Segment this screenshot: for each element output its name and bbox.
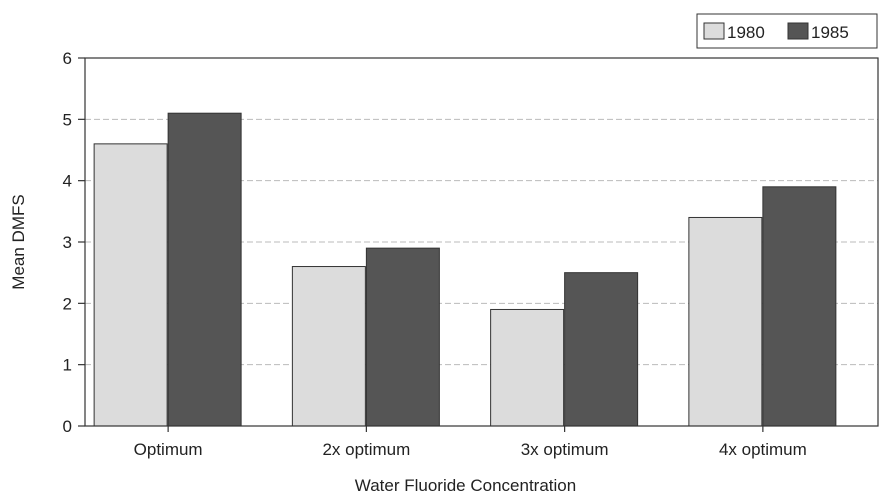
x-tick-label: Optimum bbox=[134, 440, 203, 459]
y-axis-label: Mean DMFS bbox=[9, 194, 28, 289]
bar-1985-2x-optimum bbox=[365, 247, 440, 427]
legend: 1980 1985 bbox=[696, 13, 878, 49]
x-tick-label: 2x optimum bbox=[322, 440, 410, 459]
legend-swatch-1985 bbox=[787, 22, 809, 40]
bar-1985-3x-optimum bbox=[564, 272, 639, 427]
bars bbox=[93, 112, 837, 427]
bar-1980-4x-optimum bbox=[688, 216, 763, 427]
bar-1985-optimum bbox=[167, 112, 242, 427]
legend-label-1980: 1980 bbox=[727, 23, 765, 42]
bar-1980-2x-optimum bbox=[291, 266, 366, 427]
y-axis-ticks: 0 1 2 3 4 5 6 bbox=[63, 49, 85, 436]
y-tick-label: 4 bbox=[63, 172, 72, 191]
x-axis-ticks: Optimum 2x optimum 3x optimum 4x optimum bbox=[134, 426, 807, 459]
y-tick-label: 6 bbox=[63, 49, 72, 68]
legend-swatch-1980 bbox=[703, 22, 725, 40]
x-axis-label: Water Fluoride Concentration bbox=[355, 476, 576, 495]
y-tick-label: 5 bbox=[63, 110, 72, 129]
legend-label-1985: 1985 bbox=[811, 23, 849, 42]
y-tick-label: 2 bbox=[63, 294, 72, 313]
y-tick-label: 3 bbox=[63, 233, 72, 252]
y-tick-label: 0 bbox=[63, 417, 72, 436]
bar-1985-4x-optimum bbox=[762, 186, 837, 427]
x-tick-label: 3x optimum bbox=[521, 440, 609, 459]
y-tick-label: 1 bbox=[63, 356, 72, 375]
bar-1980-optimum bbox=[93, 143, 168, 427]
legend-box bbox=[696, 13, 878, 49]
bar-1980-3x-optimum bbox=[490, 308, 565, 427]
x-tick-label: 4x optimum bbox=[719, 440, 807, 459]
